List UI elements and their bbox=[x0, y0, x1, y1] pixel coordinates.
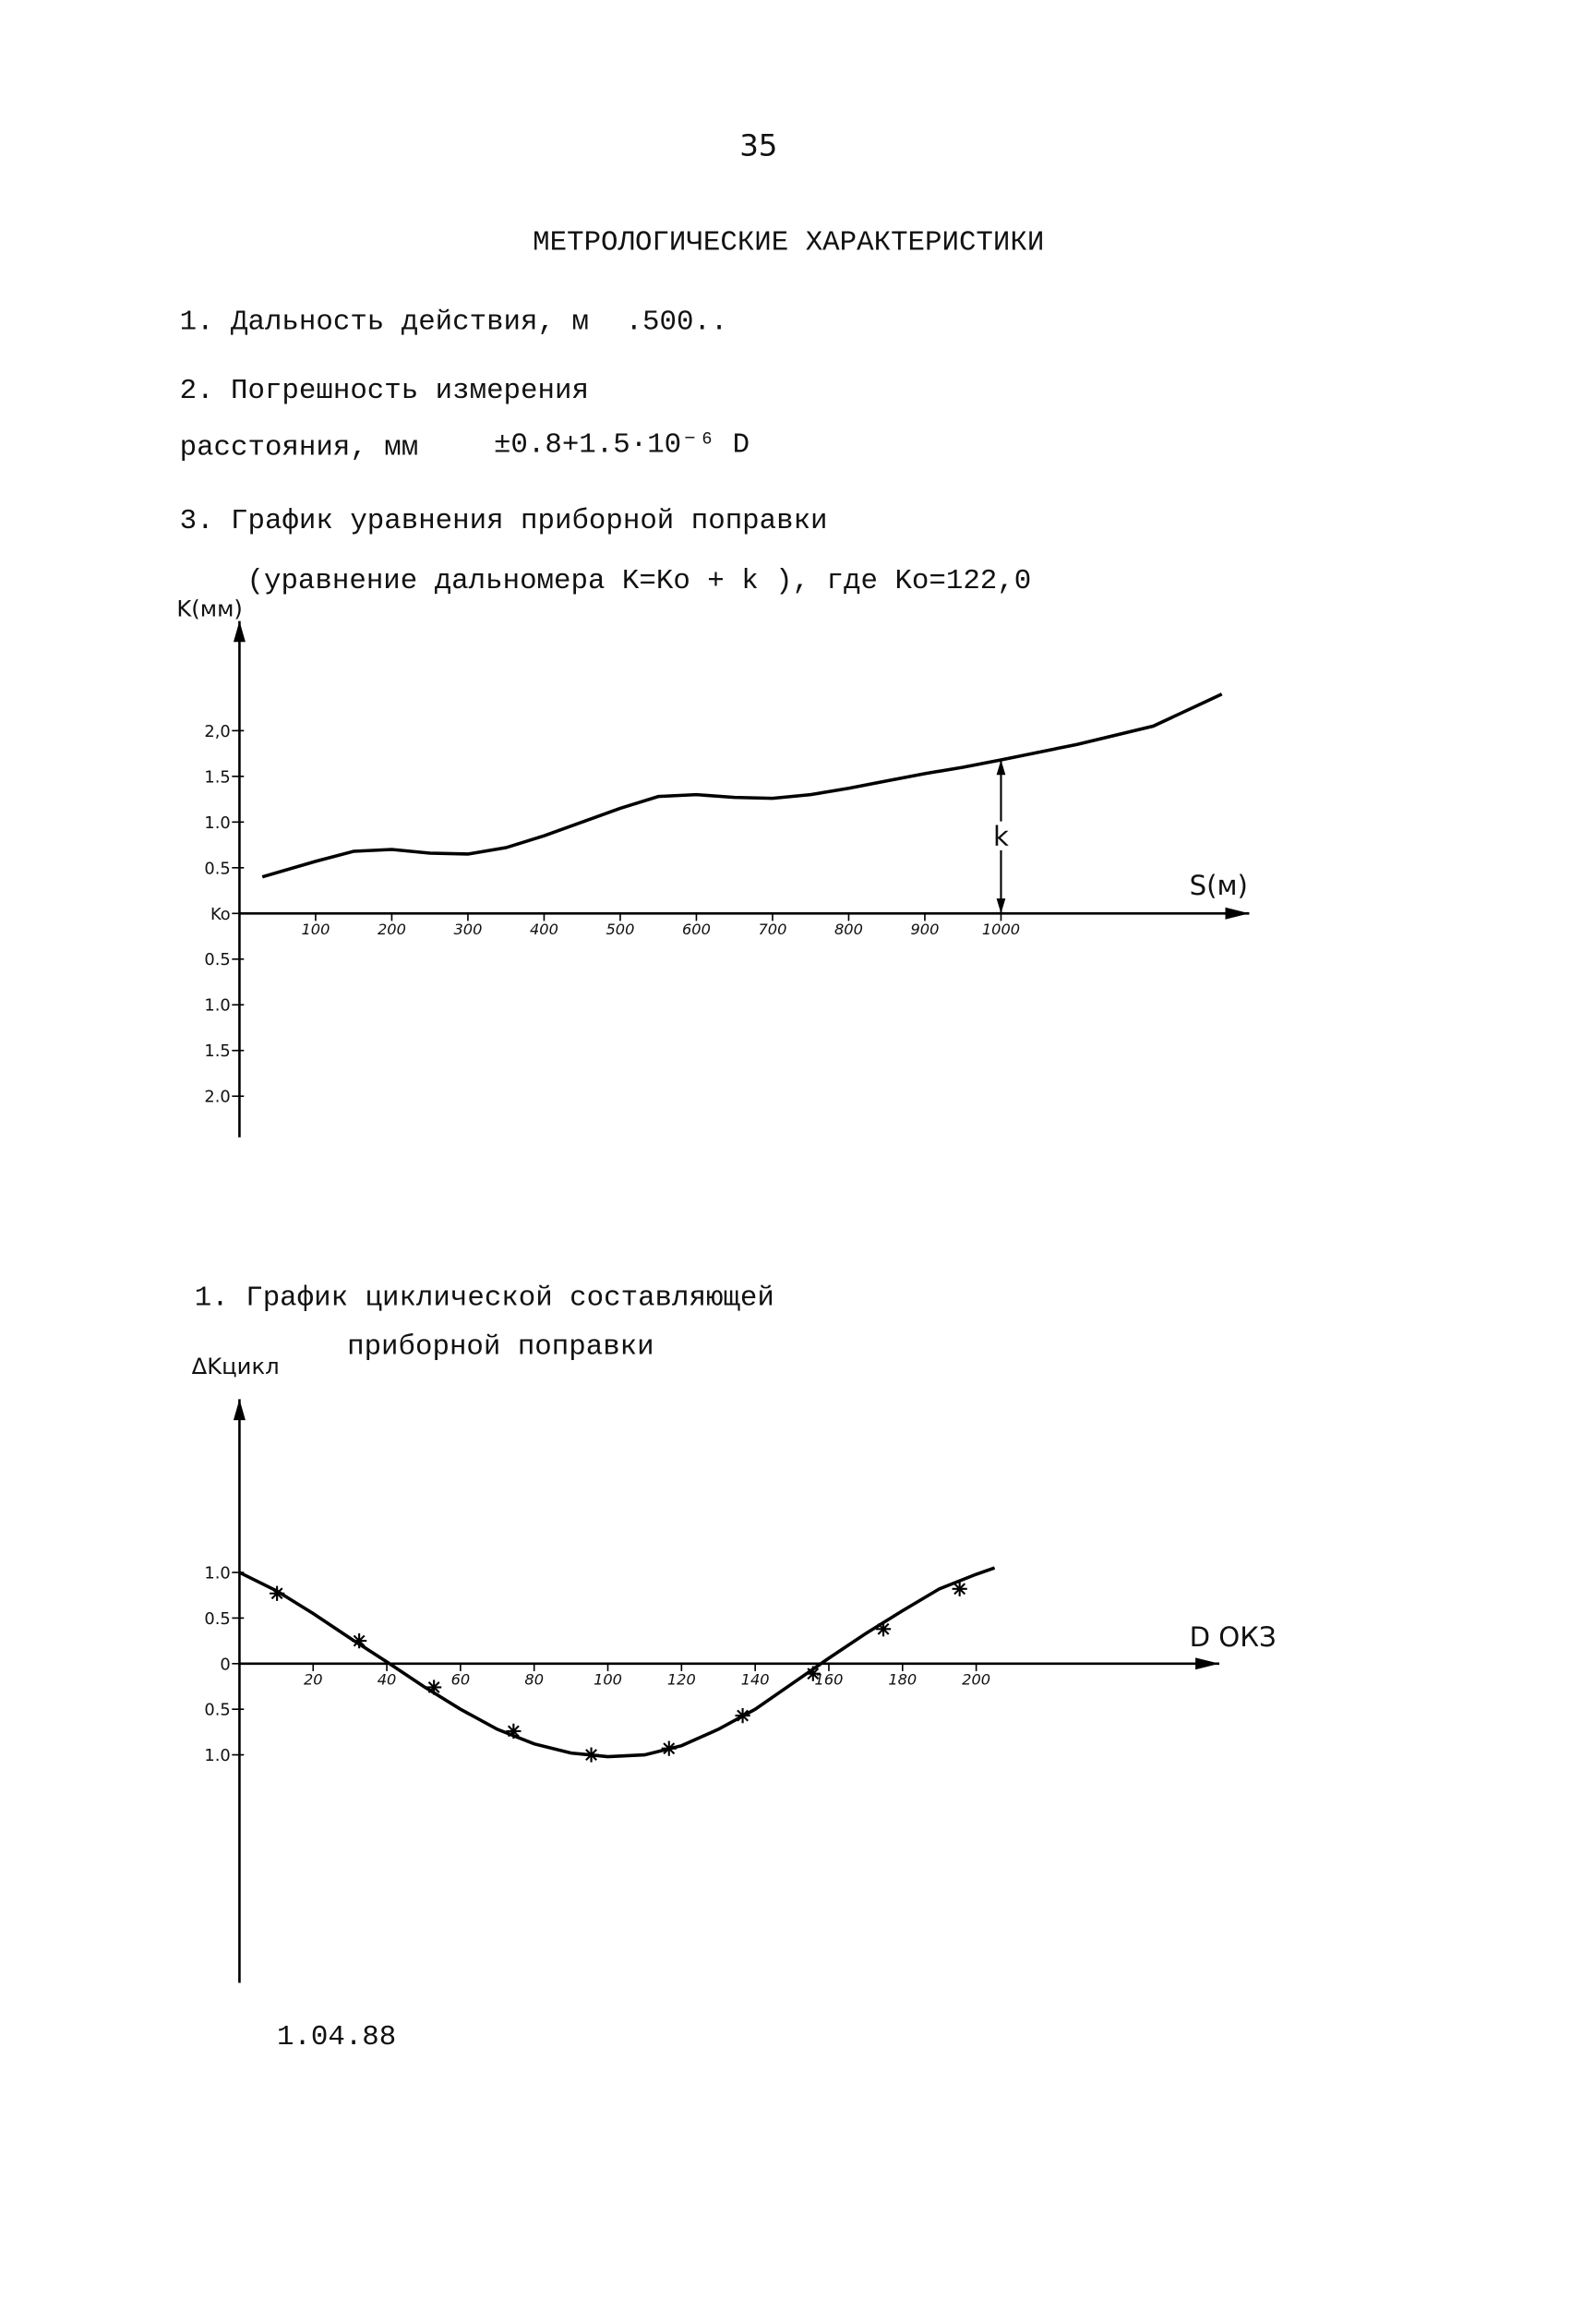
x-tick-label: 1000 bbox=[982, 921, 1020, 938]
asterisk-marker bbox=[952, 1581, 967, 1596]
x-tick-label: 900 bbox=[911, 921, 940, 938]
x-tick-label: 180 bbox=[888, 1670, 917, 1688]
asterisk-marker bbox=[805, 1666, 821, 1681]
x-tick-label: 300 bbox=[453, 921, 482, 938]
x-tick-label: 200 bbox=[378, 921, 406, 938]
title: МЕТРОЛОГИЧЕСКИЕ ХАРАКТЕРИСТИКИ bbox=[533, 227, 1044, 259]
date: 1.04.88 bbox=[277, 2021, 396, 2053]
x-axis-label: S(м) bbox=[1190, 870, 1248, 901]
axis-arrow bbox=[1195, 1657, 1220, 1670]
asterisk-marker bbox=[426, 1680, 442, 1695]
page-number: 35 bbox=[739, 128, 777, 163]
item-label: (уравнение дальномера K=Ko + k ), где Ko… bbox=[247, 565, 1032, 597]
x-tick-label: 500 bbox=[606, 921, 634, 938]
caption: приборной поправки bbox=[347, 1331, 654, 1364]
x-tick-label: 100 bbox=[594, 1670, 622, 1688]
y-tick-label: 0.5 bbox=[204, 1701, 230, 1720]
asterisk-marker bbox=[735, 1707, 750, 1724]
y-tick-label: 1.0 bbox=[204, 996, 230, 1016]
asterisk-marker bbox=[661, 1740, 677, 1756]
axis-arrow bbox=[233, 1399, 246, 1421]
y-tick-label: 1.5 bbox=[204, 767, 230, 787]
data-line bbox=[238, 1566, 996, 1759]
data-line bbox=[261, 692, 1223, 879]
x-tick-label: 200 bbox=[962, 1670, 990, 1688]
axis-arrow bbox=[1225, 907, 1250, 920]
x-tick-label: 60 bbox=[451, 1670, 471, 1688]
x-tick-label: 160 bbox=[815, 1670, 844, 1688]
x-tick-label: 80 bbox=[524, 1670, 544, 1688]
x-tick-label: 40 bbox=[378, 1670, 397, 1688]
item-label: 2. Погрешность измерения bbox=[180, 375, 589, 407]
x-tick-label: 100 bbox=[301, 921, 330, 938]
x-tick-label: 20 bbox=[304, 1670, 323, 1688]
x-tick-label: 700 bbox=[759, 921, 787, 938]
y-tick-label: 1.0 bbox=[204, 813, 230, 833]
x-tick-label: 140 bbox=[741, 1670, 770, 1688]
y-tick-label: 1.5 bbox=[204, 1042, 230, 1061]
y-tick-label: 2,0 bbox=[204, 722, 230, 741]
asterisk-marker bbox=[352, 1632, 367, 1649]
y-tick-label: 1.0 bbox=[204, 1564, 230, 1583]
caption: 1. График циклической составляющей bbox=[195, 1282, 774, 1314]
asterisk-marker bbox=[583, 1747, 599, 1763]
y-axis-label: ΔKцикл bbox=[192, 1353, 280, 1379]
x-tick-label: 120 bbox=[667, 1670, 696, 1688]
y-tick-label: 1.0 bbox=[204, 1746, 230, 1765]
x-tick-label: 400 bbox=[530, 921, 558, 938]
item-label: расстояния, мм bbox=[180, 432, 419, 464]
item-label: 3. График уравнения приборной поправки bbox=[180, 505, 828, 537]
asterisk-marker bbox=[506, 1723, 522, 1739]
y-tick-label: 2.0 bbox=[204, 1088, 230, 1107]
asterisk-marker bbox=[270, 1585, 285, 1601]
annotation-label: k bbox=[993, 821, 1009, 852]
y-tick-label: 0.5 bbox=[204, 1609, 230, 1629]
y-tick-label: 0.5 bbox=[204, 859, 230, 878]
x-axis-label: D ОКЗ bbox=[1190, 1621, 1277, 1653]
item-label: 1. Дальность действия, м bbox=[180, 307, 589, 339]
item-value: .500.. bbox=[626, 307, 728, 339]
y-tick-label: 0.5 bbox=[204, 950, 230, 969]
y-tick-label: 0 bbox=[220, 1655, 230, 1674]
x-tick-label: 600 bbox=[682, 921, 711, 938]
y-axis-label: K(мм) bbox=[176, 596, 243, 622]
x-tick-label: 800 bbox=[834, 921, 863, 938]
y-tick-label: Ko bbox=[210, 905, 231, 924]
item-value: ±0.8+1.5·10⁻⁶ D bbox=[494, 428, 750, 461]
axis-arrow bbox=[233, 620, 246, 643]
asterisk-marker bbox=[875, 1621, 892, 1637]
